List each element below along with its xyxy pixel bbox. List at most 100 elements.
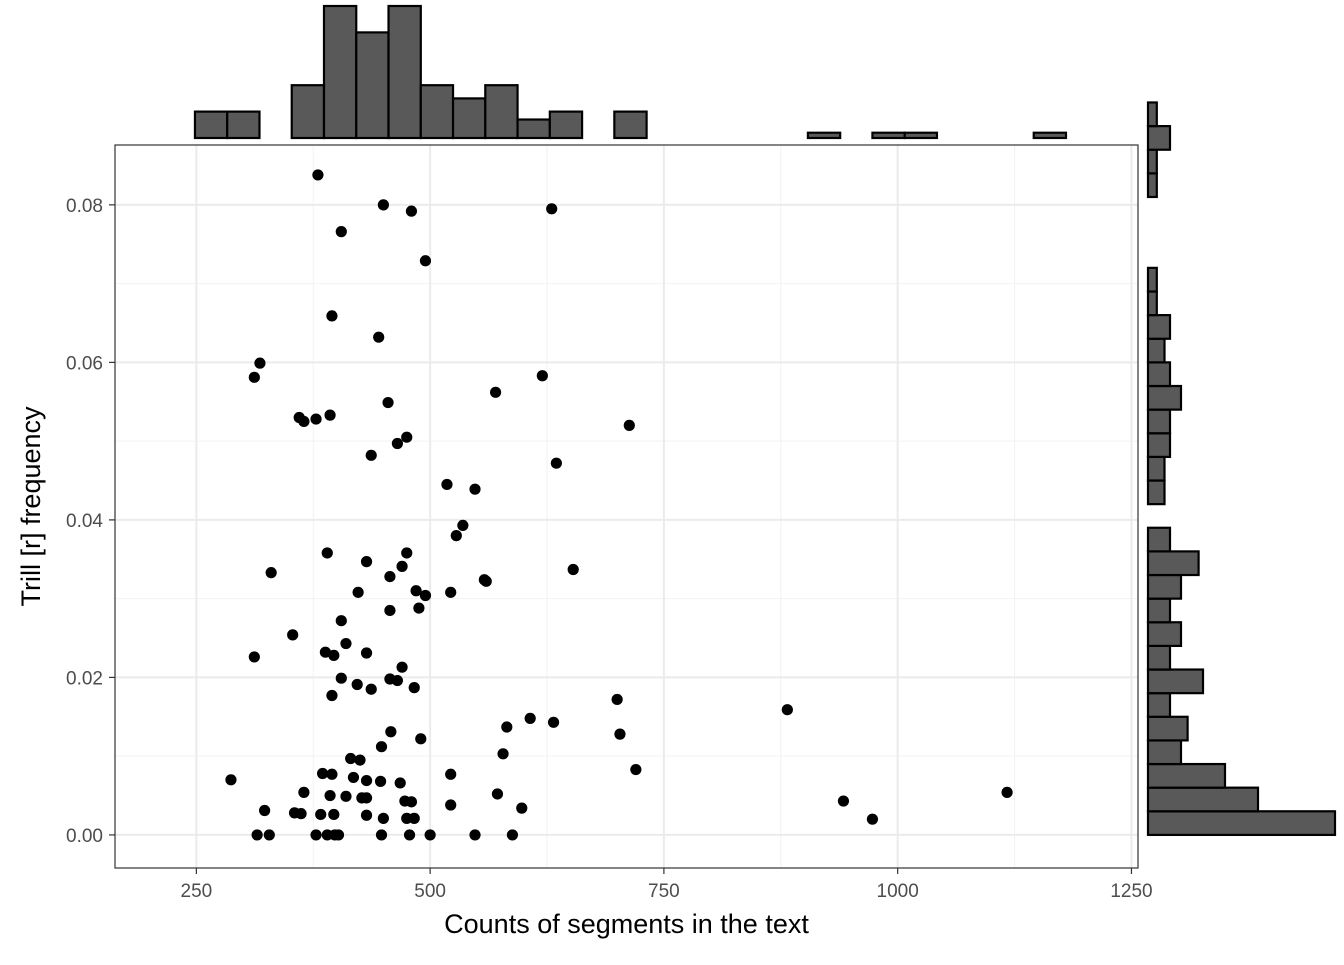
scatter-point bbox=[324, 409, 336, 421]
scatter-point bbox=[469, 829, 481, 841]
scatter-point bbox=[837, 795, 850, 807]
scatter-point bbox=[324, 789, 336, 802]
right-histogram-bar bbox=[1146, 479, 1166, 506]
scatter-point bbox=[225, 774, 237, 786]
scatter-point bbox=[375, 829, 388, 841]
scatter-point bbox=[405, 796, 418, 808]
right-histogram-bar bbox=[1146, 597, 1172, 624]
right-histogram-bar bbox=[1146, 314, 1172, 340]
scatter-point bbox=[403, 829, 416, 841]
scatter-point bbox=[377, 812, 389, 824]
scatter-point bbox=[623, 419, 635, 431]
right-histogram-bar bbox=[1146, 337, 1166, 364]
scatter-point bbox=[354, 754, 366, 766]
scatter-point bbox=[450, 530, 462, 542]
scatter-point bbox=[259, 804, 271, 817]
right-histogram-bar bbox=[1146, 692, 1172, 718]
y-tick-label: 0.04 bbox=[66, 511, 103, 532]
scatter-point bbox=[263, 829, 275, 841]
top-histogram-bar bbox=[871, 131, 906, 140]
scatter-point bbox=[312, 169, 324, 181]
right-histogram-bar bbox=[1146, 621, 1183, 648]
scatter-point bbox=[298, 415, 310, 428]
scatter-point bbox=[384, 604, 396, 617]
scatter-point bbox=[328, 808, 340, 821]
scatter-point bbox=[396, 661, 408, 673]
scatter-point bbox=[547, 716, 560, 728]
top-histogram-bar bbox=[355, 31, 390, 140]
top-histogram-bar bbox=[322, 4, 358, 140]
right-histogram-bar bbox=[1146, 101, 1158, 128]
top-histogram-bar bbox=[387, 4, 422, 140]
right-histogram-bar bbox=[1146, 384, 1183, 411]
scatter-point bbox=[401, 431, 413, 443]
scatter-point bbox=[866, 813, 879, 825]
right-histogram-bar bbox=[1146, 361, 1172, 388]
x-tick-label: 250 bbox=[181, 881, 213, 902]
scatter-point bbox=[360, 774, 373, 787]
scatter-point bbox=[457, 519, 469, 532]
scatter-point bbox=[396, 560, 408, 572]
top-histogram-bar bbox=[193, 110, 229, 140]
scatter-point bbox=[445, 768, 457, 780]
scatter-point bbox=[335, 226, 347, 238]
scatter-point bbox=[375, 741, 388, 753]
scatter-point bbox=[351, 678, 363, 691]
scatter-point bbox=[248, 371, 260, 383]
right-histogram-bar bbox=[1146, 526, 1172, 553]
scatter-point bbox=[550, 457, 562, 469]
grid-major bbox=[115, 145, 1138, 868]
scatter-point bbox=[384, 570, 396, 583]
scatter-points bbox=[225, 169, 1013, 841]
x-tick-label: 1000 bbox=[877, 881, 919, 902]
scatter-point bbox=[611, 693, 623, 706]
scatter-point bbox=[328, 649, 340, 661]
scatter-point bbox=[360, 556, 373, 568]
scatter-point bbox=[413, 602, 425, 614]
scatter-point bbox=[478, 574, 490, 586]
scatter-point bbox=[489, 386, 502, 398]
scatter-point bbox=[394, 777, 406, 789]
scatter-point bbox=[391, 437, 404, 450]
scatter-point bbox=[340, 637, 352, 650]
top-histogram-bar bbox=[903, 131, 939, 140]
top-histogram bbox=[193, 4, 1068, 140]
scatter-point bbox=[377, 199, 389, 211]
top-histogram-bar bbox=[613, 110, 648, 140]
y-tick-label: 0.00 bbox=[66, 826, 103, 847]
scatter-point bbox=[298, 786, 310, 798]
y-tick-label: 0.08 bbox=[66, 196, 103, 217]
top-histogram-bar bbox=[484, 84, 519, 140]
scatter-point bbox=[365, 683, 377, 695]
right-histogram-bar bbox=[1146, 668, 1205, 695]
scatter-point bbox=[408, 682, 420, 694]
scatter-point bbox=[424, 829, 436, 841]
scatter-point bbox=[347, 771, 360, 784]
scatter-point bbox=[332, 829, 345, 841]
scatter-point bbox=[373, 331, 385, 343]
right-histogram bbox=[1146, 101, 1337, 837]
scatter-point bbox=[265, 567, 277, 579]
top-histogram-bar bbox=[516, 118, 551, 140]
scatter-point bbox=[295, 808, 307, 820]
plot-panel-border bbox=[114, 144, 1139, 869]
scatter-point bbox=[614, 728, 626, 740]
right-histogram-bar bbox=[1146, 432, 1172, 458]
scatter-point bbox=[546, 203, 558, 215]
x-tick-label: 750 bbox=[648, 881, 680, 902]
scatter-point bbox=[335, 615, 347, 627]
right-histogram-bar bbox=[1146, 148, 1158, 175]
scatter-point bbox=[419, 589, 432, 602]
scatter-point bbox=[516, 802, 528, 814]
scatter-point bbox=[1001, 786, 1013, 798]
scatter-point bbox=[401, 547, 413, 559]
scatter-point bbox=[360, 809, 373, 821]
scatter-point bbox=[491, 788, 504, 800]
scatter-point bbox=[497, 748, 509, 760]
scatter-point bbox=[385, 726, 397, 738]
scatter-point bbox=[319, 646, 331, 658]
x-tick-label: 500 bbox=[414, 881, 446, 902]
right-histogram-bar bbox=[1146, 644, 1172, 671]
top-histogram-bar bbox=[451, 97, 487, 140]
